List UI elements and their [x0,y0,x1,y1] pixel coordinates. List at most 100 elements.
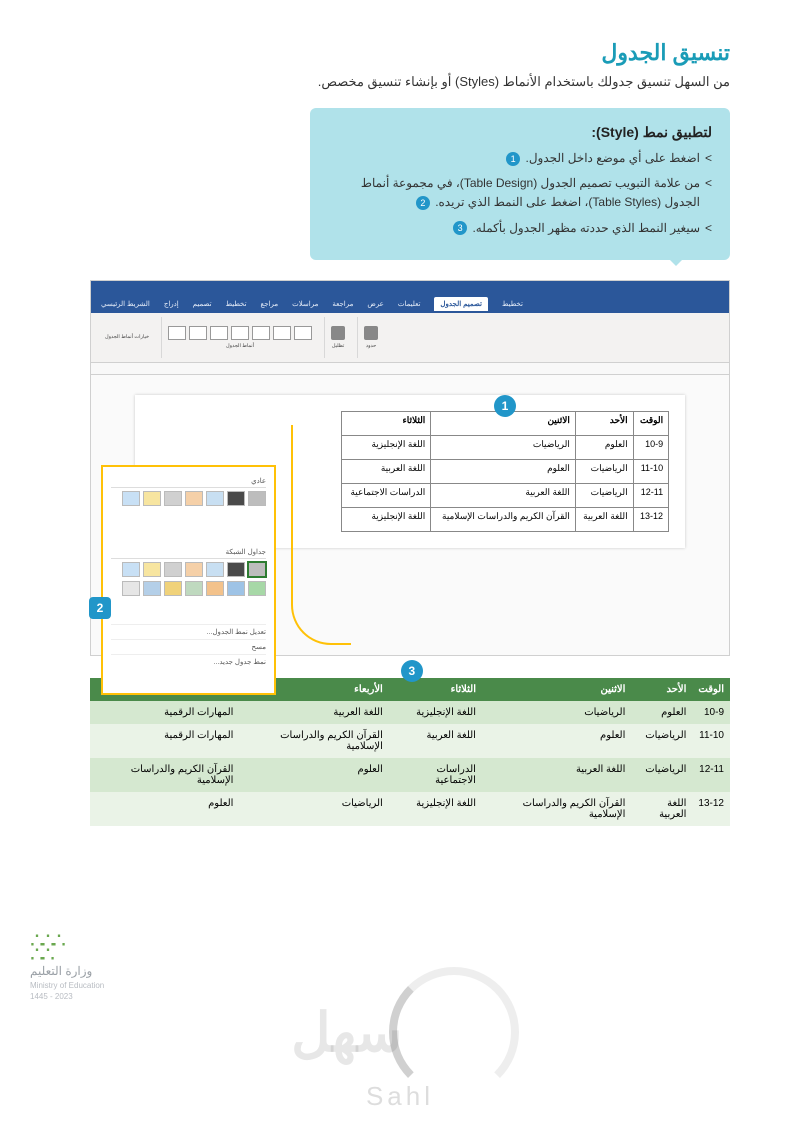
style-thumbnail[interactable] [252,326,270,340]
table-row: 13-12اللغة العربيةالقرآن الكريم والدراسا… [341,507,668,531]
ministry-name-ar: وزارة التعليم [30,963,104,980]
table-cell: اللغة العربية [631,792,692,826]
word-tab[interactable]: مراسلات [292,300,318,308]
table-cell: 11-10 [692,724,730,758]
table-cell: الرياضيات [631,724,692,758]
table-cell: القرآن الكريم والدراسات الإسلامية [90,758,239,792]
table-header-cell: الوقت [633,411,668,435]
gallery-footer-option[interactable]: نمط جدول جديد... [111,654,266,669]
watermark-text-en: Sahl [0,1081,800,1112]
callout-step: سيغير النمط الذي حددته مظهر الجدول بأكمل… [328,219,712,238]
style-swatch[interactable] [122,562,140,577]
style-swatch[interactable] [227,491,245,506]
ministry-name-en: Ministry of Education [30,980,104,991]
table-cell: اللغة الإنجليزية [341,507,430,531]
table-cell: 12-11 [633,483,668,507]
table-cell: الدراسات الاجتماعية [389,758,482,792]
palette-row [111,562,266,577]
table-header-cell: الأحد [575,411,633,435]
style-thumbnail[interactable] [168,326,186,340]
style-swatch[interactable] [122,491,140,506]
schedule-table-1: الوقتالأحدالاثنينالثلاثاء 10-9العلومالري… [341,411,669,532]
style-swatch[interactable] [206,562,224,577]
shading-icon[interactable] [331,326,345,340]
table-cell: الرياضيات [575,483,633,507]
style-swatch[interactable] [185,581,203,596]
word-tab[interactable]: تخطيط [502,300,523,308]
schedule-table-2-wrap: 3 الوقتالأحدالاثنينالثلاثاءالأربعاءالخمي… [90,678,730,826]
style-swatch[interactable] [185,491,203,506]
word-tabs: الشريط الرئيسي إدراج تصميم تخطيط مراجع م… [91,295,729,313]
table-header-cell: الثلاثاء [341,411,430,435]
word-tab[interactable]: الشريط الرئيسي [101,300,150,308]
table-cell: اللغة الإنجليزية [341,435,430,459]
style-swatch[interactable] [143,491,161,506]
style-swatch[interactable] [227,562,245,577]
style-swatch[interactable] [227,581,245,596]
word-tab[interactable]: مراجعة [332,300,353,308]
ribbon-label: أنماط الجدول [226,343,254,349]
style-swatch[interactable] [143,562,161,577]
table-cell: الرياضيات [431,435,576,459]
style-thumbnail[interactable] [294,326,312,340]
style-thumbnail[interactable] [231,326,249,340]
ribbon-label: خيارات أنماط الجدول [105,334,149,340]
badge-3-marker: 3 [401,660,423,682]
gallery-footer-option[interactable]: مسح [111,639,266,654]
style-swatch[interactable] [248,581,266,596]
table-cell: اللغة الإنجليزية [389,701,482,724]
ribbon-label: حدود [366,343,376,349]
style-swatch[interactable] [248,491,266,506]
table-cell: الرياضيات [631,758,692,792]
table-header-cell: الاثنين [482,678,631,701]
table-cell: المهارات الرقمية [90,701,239,724]
borders-icon[interactable] [364,326,378,340]
style-swatch[interactable] [143,581,161,596]
gallery-section-title: جداول الشبكة [111,548,266,559]
table-cell: القرآن الكريم والدراسات الإسلامية [239,724,388,758]
style-swatch[interactable] [248,562,266,577]
word-tab[interactable]: مراجع [261,300,279,308]
table-styles-gallery: 2 عادي جداول الشبكة تعديل نمط الجدول... … [101,465,276,695]
gallery-section-title: عادي [111,477,266,488]
word-tab[interactable]: إدراج [164,300,179,308]
style-thumbnail[interactable] [210,326,228,340]
table-cell: القرآن الكريم والدراسات الإسلامية [431,507,576,531]
word-tab[interactable]: عرض [367,300,384,308]
style-swatch[interactable] [185,562,203,577]
table-cell: العلوم [90,792,239,826]
table-cell: اللغة العربية [389,724,482,758]
table-cell: الرياضيات [239,792,388,826]
word-tab[interactable]: تصميم [193,300,212,308]
style-swatch[interactable] [164,562,182,577]
word-tab-active[interactable]: تصميم الجدول [434,297,488,311]
table-cell: اللغة العربية [482,758,631,792]
logo-dots-icon: ∴∴∴∴∴ [30,934,104,960]
style-thumbnail[interactable] [273,326,291,340]
table-cell: 13-12 [692,792,730,826]
word-tab[interactable]: تخطيط [226,300,247,308]
table-cell: الرياضيات [482,701,631,724]
table-row: 13-12اللغة العربيةالقرآن الكريم والدراسا… [90,792,730,826]
callout-list: اضغط على أي موضع داخل الجدول. 1 من علامة… [328,149,712,238]
style-swatch[interactable] [206,491,224,506]
badge-3-icon: 3 [453,221,467,235]
badge-2-icon: 2 [416,196,430,210]
style-swatch[interactable] [206,581,224,596]
style-swatch[interactable] [122,581,140,596]
gallery-footer-option[interactable]: تعديل نمط الجدول... [111,624,266,639]
word-document-canvas: 2 عادي جداول الشبكة تعديل نمط الجدول... … [91,375,729,655]
table-cell: اللغة العربية [341,459,430,483]
schedule-table-2: الوقتالأحدالاثنينالثلاثاءالأربعاءالخميس … [90,678,730,826]
table-cell: العلوم [239,758,388,792]
style-swatch[interactable] [164,491,182,506]
style-thumbnail[interactable] [189,326,207,340]
table-cell: 11-10 [633,459,668,483]
watermark-arc-icon [389,967,519,1097]
table-cell: القرآن الكريم والدراسات الإسلامية [482,792,631,826]
word-tab[interactable]: تعليمات [398,300,421,308]
style-swatch[interactable] [164,581,182,596]
badge-2-marker: 2 [89,597,111,619]
table-cell: 13-12 [633,507,668,531]
callout-heading: لتطبيق نمط (Style): [328,124,712,141]
